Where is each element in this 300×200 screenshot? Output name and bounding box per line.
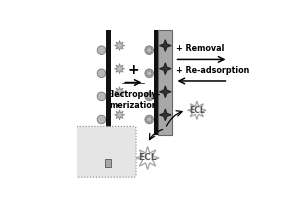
Polygon shape: [159, 86, 171, 98]
Polygon shape: [145, 92, 154, 101]
Polygon shape: [145, 46, 154, 54]
Polygon shape: [159, 63, 171, 75]
Circle shape: [97, 46, 106, 54]
Bar: [106, 30, 111, 135]
Circle shape: [145, 115, 154, 124]
Text: +: +: [128, 63, 140, 77]
Polygon shape: [145, 69, 154, 78]
Bar: [105, 159, 111, 167]
Text: + Removal: + Removal: [176, 44, 224, 53]
Text: MIP: MIP: [113, 157, 130, 166]
Circle shape: [145, 46, 154, 54]
Text: CFX: CFX: [89, 157, 107, 166]
Polygon shape: [188, 101, 206, 119]
Circle shape: [145, 92, 154, 101]
Text: Electropoly-
merization: Electropoly- merization: [107, 90, 161, 110]
Polygon shape: [80, 158, 88, 166]
Circle shape: [145, 69, 154, 78]
Polygon shape: [115, 40, 124, 51]
Circle shape: [97, 69, 106, 78]
Polygon shape: [115, 64, 124, 74]
FancyBboxPatch shape: [76, 126, 136, 177]
Polygon shape: [145, 115, 154, 124]
Text: Pt NPs: Pt NPs: [89, 137, 120, 146]
Circle shape: [97, 115, 106, 124]
Bar: [154, 30, 158, 135]
Polygon shape: [115, 87, 124, 97]
Polygon shape: [159, 109, 171, 121]
Text: + Re-adsorption: + Re-adsorption: [176, 66, 250, 75]
Polygon shape: [115, 110, 124, 120]
Polygon shape: [136, 146, 159, 170]
Text: ECL: ECL: [138, 153, 157, 162]
Circle shape: [81, 138, 88, 145]
Bar: [158, 30, 172, 135]
Polygon shape: [159, 40, 171, 51]
Circle shape: [97, 92, 106, 101]
Text: ECL: ECL: [189, 106, 205, 115]
